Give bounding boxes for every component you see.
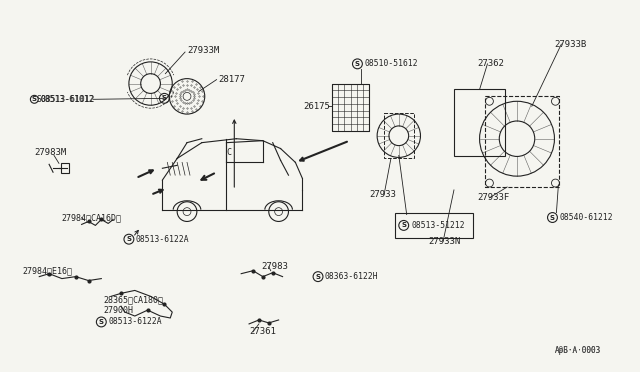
Text: 26175: 26175: [303, 102, 330, 111]
Text: S: S: [550, 215, 555, 221]
Text: 08513-6122A: 08513-6122A: [136, 235, 189, 244]
Text: C: C: [227, 148, 232, 157]
Bar: [332, 84, 369, 131]
Text: S: S: [355, 61, 360, 67]
Text: 08540-61212: 08540-61212: [559, 213, 613, 222]
Text: 08363-6122H: 08363-6122H: [325, 272, 378, 281]
Text: S: S: [32, 96, 37, 102]
Text: S: S: [401, 222, 406, 228]
Text: 28365〈CA180〉: 28365〈CA180〉: [103, 296, 163, 305]
Text: AρБ·Λ·0003: AρБ·Λ·0003: [554, 346, 601, 355]
Text: S: S: [99, 319, 104, 325]
Text: 08513-6122A: 08513-6122A: [108, 317, 162, 327]
Text: 27933N: 27933N: [428, 237, 461, 246]
Text: 08513-51212: 08513-51212: [412, 221, 465, 230]
Text: S08513-61012: S08513-61012: [36, 95, 95, 104]
Text: 08513-61012: 08513-61012: [40, 95, 94, 104]
Text: 27933F: 27933F: [477, 193, 510, 202]
Text: 27983: 27983: [261, 262, 288, 271]
Text: 27933M: 27933M: [187, 45, 220, 55]
Text: 28177: 28177: [218, 75, 245, 84]
Text: 27983M: 27983M: [35, 148, 67, 157]
Bar: [486, 96, 559, 187]
Text: S: S: [316, 274, 321, 280]
Text: 27984〈CA16D〉: 27984〈CA16D〉: [62, 213, 122, 222]
Bar: [384, 113, 413, 158]
Text: 27361: 27361: [249, 327, 276, 336]
Text: 27933B: 27933B: [554, 40, 587, 49]
Text: 27900H: 27900H: [103, 306, 133, 315]
Text: A98·A·0003: A98·A·0003: [554, 346, 601, 355]
Bar: [61, 163, 69, 173]
Bar: [454, 89, 505, 157]
Text: S: S: [162, 95, 167, 101]
Text: 08510-51612: 08510-51612: [364, 60, 418, 68]
Text: 27362: 27362: [477, 60, 504, 68]
Text: 27984〈E16〉: 27984〈E16〉: [22, 266, 72, 275]
Text: S: S: [126, 236, 131, 242]
Text: 27933: 27933: [369, 190, 396, 199]
